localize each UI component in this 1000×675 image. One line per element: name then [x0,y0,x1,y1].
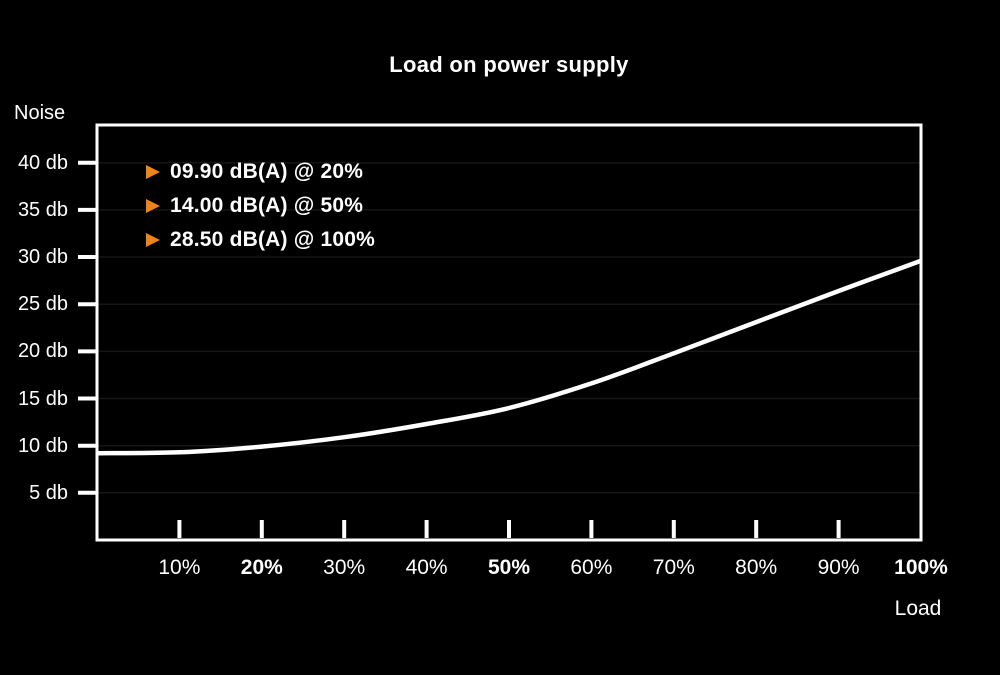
legend-item: 28.50 dB(A) @ 100% [146,227,375,251]
x-tick-label: 40% [405,556,448,579]
y-tick-label: 20 db [17,340,68,363]
y-tick-label: 30 db [17,246,68,269]
x-tick-label: 10% [158,556,201,579]
y-tick-label: 35 db [17,198,68,221]
triangle-right-icon [146,232,160,247]
y-tick-label: 40 db [17,151,68,174]
legend: 09.90 dB(A) @ 20% 14.00 dB(A) @ 50% 28.5… [146,159,375,263]
x-axis-title: Load [894,597,942,620]
triangle-right-icon [146,164,160,179]
x-tick-label: 100% [894,556,948,579]
x-tick-label: 80% [735,556,778,579]
x-tick-label: 60% [570,556,613,579]
y-tick-label: 15 db [17,387,68,410]
y-axis-title: Noise [14,102,66,124]
chart-title: Load on power supply [389,52,629,77]
y-tick-label: 10 db [17,434,68,457]
legend-item: 14.00 dB(A) @ 50% [146,193,375,217]
plot-border [95,123,923,542]
triangle-right-icon [146,198,160,213]
y-tick-label: 5 db [29,481,68,504]
legend-item-label: 28.50 dB(A) @ 100% [170,227,375,251]
x-tick-label: 20% [240,556,283,579]
legend-item-label: 14.00 dB(A) @ 50% [170,193,364,217]
x-tick-label: 90% [817,556,860,579]
legend-item-label: 09.90 dB(A) @ 20% [170,159,364,183]
legend-item: 09.90 dB(A) @ 20% [146,159,375,183]
y-tick-label: 25 db [17,293,68,316]
x-tick-label: 50% [487,556,531,579]
noise-vs-load-curve [96,258,922,456]
x-tick-label: 70% [652,556,695,579]
x-tick-label: 30% [323,556,366,579]
